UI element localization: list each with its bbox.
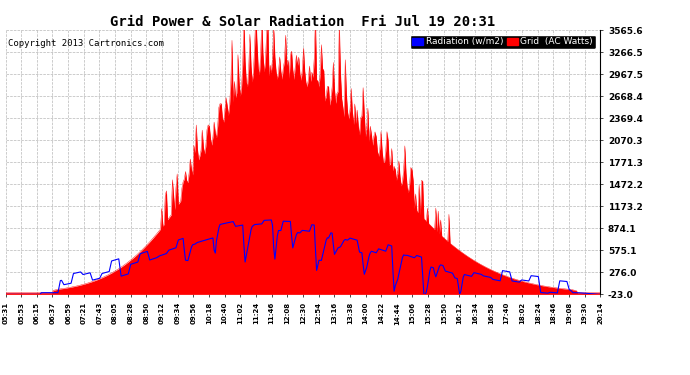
Legend: Radiation (w/m2), Grid  (AC Watts): Radiation (w/m2), Grid (AC Watts) bbox=[410, 34, 595, 49]
Title: Grid Power & Solar Radiation  Fri Jul 19 20:31: Grid Power & Solar Radiation Fri Jul 19 … bbox=[110, 15, 495, 29]
Text: Copyright 2013 Cartronics.com: Copyright 2013 Cartronics.com bbox=[8, 39, 164, 48]
